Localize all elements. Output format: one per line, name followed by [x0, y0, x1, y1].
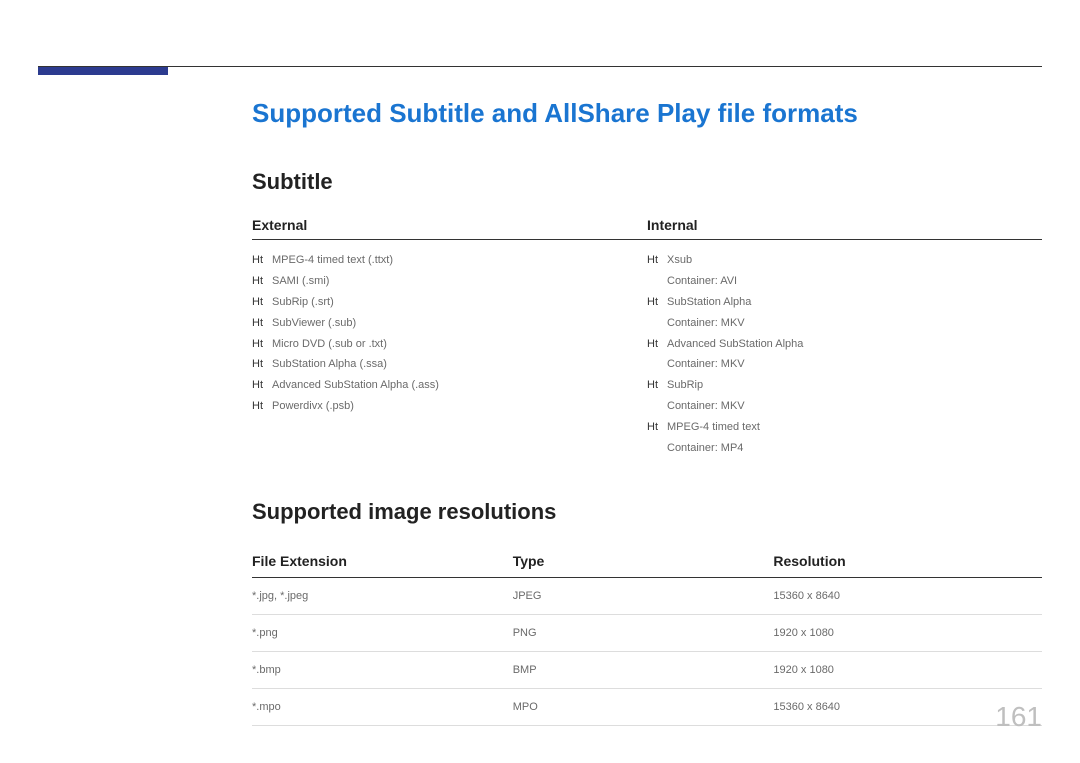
table-header-row: File Extension Type Resolution — [252, 547, 1042, 578]
subtitle-heading: Subtitle — [252, 169, 1042, 195]
list-item-text: Advanced SubStation AlphaContainer: MKV — [667, 334, 1042, 376]
list-item-text: SubStation AlphaContainer: MKV — [667, 292, 1042, 334]
bullet-marker: Ht — [647, 375, 667, 417]
col-resolution: Resolution — [773, 547, 1042, 578]
accent-bar — [38, 67, 168, 75]
list-item: HtSubStation Alpha (.ssa) — [252, 354, 647, 375]
list-item: HtPowerdivx (.psb) — [252, 396, 647, 417]
list-item: HtMicro DVD (.sub or .txt) — [252, 334, 647, 355]
table-row: *.jpg, *.jpegJPEG15360 x 8640 — [252, 577, 1042, 614]
list-item-text: XsubContainer: AVI — [667, 250, 1042, 292]
internal-column: Internal HtXsubContainer: AVIHtSubStatio… — [647, 217, 1042, 459]
external-column: External HtMPEG-4 timed text (.ttxt)HtSA… — [252, 217, 647, 459]
list-item-text: Advanced SubStation Alpha (.ass) — [272, 375, 647, 396]
table-row: *.mpoMPO15360 x 8640 — [252, 688, 1042, 725]
list-item: HtSAMI (.smi) — [252, 271, 647, 292]
list-item: HtAdvanced SubStation Alpha (.ass) — [252, 375, 647, 396]
table-cell: 1920 x 1080 — [773, 614, 1042, 651]
top-rule — [38, 66, 1042, 67]
col-file-extension: File Extension — [252, 547, 513, 578]
table-cell: *.bmp — [252, 651, 513, 688]
table-cell: *.jpg, *.jpeg — [252, 577, 513, 614]
content-region: Supported Subtitle and AllShare Play fil… — [252, 98, 1042, 726]
list-item: HtSubViewer (.sub) — [252, 313, 647, 334]
bullet-marker: Ht — [647, 334, 667, 376]
list-item-subtext: Container: MKV — [667, 354, 1042, 375]
internal-list: HtXsubContainer: AVIHtSubStation AlphaCo… — [647, 250, 1042, 459]
table-cell: 1920 x 1080 — [773, 651, 1042, 688]
list-item-text: MPEG-4 timed textContainer: MP4 — [667, 417, 1042, 459]
table-cell: JPEG — [513, 577, 774, 614]
list-item: HtSubRip (.srt) — [252, 292, 647, 313]
table-cell: *.png — [252, 614, 513, 651]
col-type: Type — [513, 547, 774, 578]
list-item-text: SAMI (.smi) — [272, 271, 647, 292]
bullet-marker: Ht — [252, 375, 272, 396]
list-item-subtext: Container: MKV — [667, 396, 1042, 417]
table-cell: MPO — [513, 688, 774, 725]
bullet-marker: Ht — [252, 313, 272, 334]
list-item: HtAdvanced SubStation AlphaContainer: MK… — [647, 334, 1042, 376]
list-item: HtSubRipContainer: MKV — [647, 375, 1042, 417]
table-cell: PNG — [513, 614, 774, 651]
list-item-text: SubStation Alpha (.ssa) — [272, 354, 647, 375]
list-item-text: SubRipContainer: MKV — [667, 375, 1042, 417]
image-res-heading: Supported image resolutions — [252, 499, 1042, 525]
list-item: HtMPEG-4 timed text (.ttxt) — [252, 250, 647, 271]
list-item-text: Micro DVD (.sub or .txt) — [272, 334, 647, 355]
list-item: HtMPEG-4 timed textContainer: MP4 — [647, 417, 1042, 459]
list-item-subtext: Container: MKV — [667, 313, 1042, 334]
page-title: Supported Subtitle and AllShare Play fil… — [252, 98, 1042, 129]
list-item-subtext: Container: AVI — [667, 271, 1042, 292]
table-row: *.bmpBMP1920 x 1080 — [252, 651, 1042, 688]
table-cell: BMP — [513, 651, 774, 688]
bullet-marker: Ht — [647, 250, 667, 292]
bullet-marker: Ht — [252, 396, 272, 417]
bullet-marker: Ht — [252, 250, 272, 271]
list-item-text: MPEG-4 timed text (.ttxt) — [272, 250, 647, 271]
table-cell: *.mpo — [252, 688, 513, 725]
table-cell: 15360 x 8640 — [773, 577, 1042, 614]
bullet-marker: Ht — [252, 292, 272, 313]
internal-header: Internal — [647, 217, 1042, 240]
resolution-table: File Extension Type Resolution *.jpg, *.… — [252, 547, 1042, 726]
list-item-text: Powerdivx (.psb) — [272, 396, 647, 417]
bullet-marker: Ht — [647, 417, 667, 459]
table-row: *.pngPNG1920 x 1080 — [252, 614, 1042, 651]
list-item: HtXsubContainer: AVI — [647, 250, 1042, 292]
external-header: External — [252, 217, 647, 240]
subtitle-columns: External HtMPEG-4 timed text (.ttxt)HtSA… — [252, 217, 1042, 459]
external-list: HtMPEG-4 timed text (.ttxt)HtSAMI (.smi)… — [252, 250, 647, 417]
list-item-subtext: Container: MP4 — [667, 438, 1042, 459]
page-number: 161 — [995, 701, 1042, 733]
list-item: HtSubStation AlphaContainer: MKV — [647, 292, 1042, 334]
bullet-marker: Ht — [252, 271, 272, 292]
list-item-text: SubViewer (.sub) — [272, 313, 647, 334]
list-item-text: SubRip (.srt) — [272, 292, 647, 313]
bullet-marker: Ht — [647, 292, 667, 334]
bullet-marker: Ht — [252, 334, 272, 355]
bullet-marker: Ht — [252, 354, 272, 375]
